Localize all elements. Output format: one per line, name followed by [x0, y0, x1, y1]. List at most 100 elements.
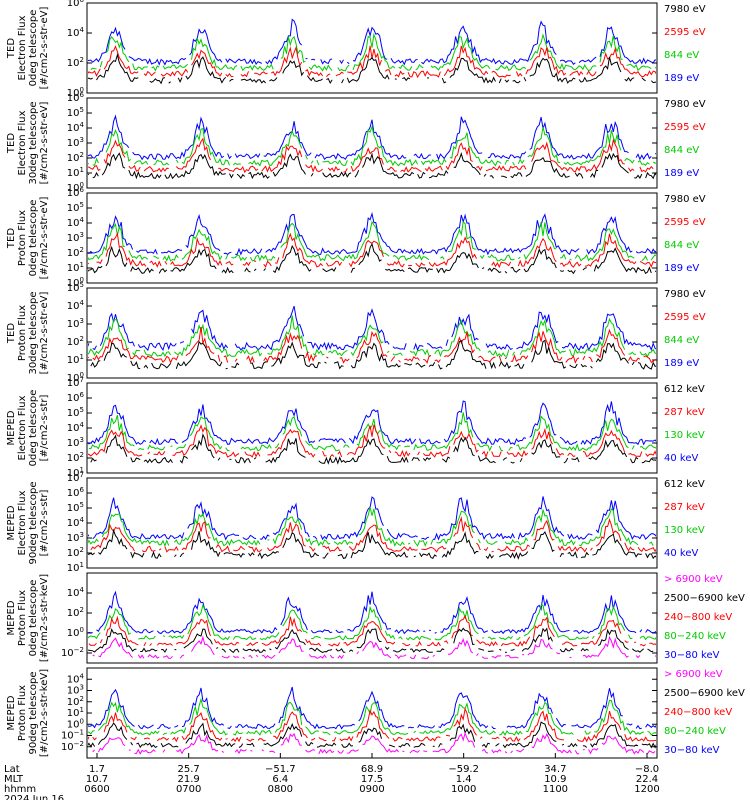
legend-entry: 80−240 keV [664, 726, 726, 737]
y-tick-label: 104 [67, 516, 85, 529]
y-axis-label: MEPEDProton Flux0deg telescope[#/cm2-s-s… [6, 574, 50, 662]
y-tick-label: 105 [67, 106, 84, 119]
y-tick-label: 102 [67, 335, 84, 348]
legend-entry: 40 keV [664, 548, 698, 559]
panel-2: 100 101 102 103 104 105 106 TEDElectron Flux30d… [6, 91, 706, 194]
series-trace [90, 433, 656, 465]
x-tick-label: 1200 [634, 784, 659, 795]
legend-entry: 240−800 keV [664, 707, 732, 718]
legend-entry: 2500−6900 keV [664, 688, 745, 699]
y-tick-label: 101 [67, 166, 84, 179]
y-tick-label: 104 [67, 26, 85, 39]
y-axis-label: MEPEDProton Flux90deg telescope[#/cm2-s-… [6, 669, 50, 757]
legend-entry: 2595 eV [664, 122, 706, 133]
data-traces [88, 686, 656, 755]
y-tick-label: 101 [67, 706, 84, 719]
y-tick-label: 102 [67, 151, 84, 164]
legend-entry: 612 keV [664, 479, 705, 490]
y-tick-label: 105 [67, 501, 84, 514]
panel-7: 10−2 100 102 104 MEPEDProton Flux0deg telesc… [6, 572, 745, 664]
y-tick-label: 10−2 [61, 646, 84, 659]
x-tick-label: 0600 [84, 784, 109, 795]
panel-1: 100 102 104 106 TEDElectron Flux0deg telesco… [6, 0, 706, 99]
panel-5: 101 102 103 104 105 106 107 MEPEDElectron Flux0… [6, 376, 705, 479]
y-axis-label: TEDElectron Flux30deg telescope[#/cm2-s-… [6, 101, 50, 184]
series-trace [88, 242, 656, 275]
x-tick-label: 0800 [268, 784, 293, 795]
y-tick-label: 103 [67, 136, 84, 149]
legend-entry: 287 keV [664, 407, 705, 418]
panel-frame [86, 287, 658, 379]
y-tick-label: 101 [67, 561, 84, 574]
legend-entry: 7980 eV [664, 99, 706, 110]
x-tick-label: 10.9 [544, 774, 566, 785]
series-trace [88, 114, 656, 161]
x-tick-label: 68.9 [361, 764, 383, 775]
x-tick-label: −8.0 [635, 764, 659, 775]
series-trace [88, 528, 656, 560]
y-tick-label: 106 [67, 0, 85, 9]
date-label: 2024 Jun 16 [4, 794, 64, 800]
y-tick-label: 100 [67, 276, 84, 289]
series-trace [90, 516, 656, 553]
legend-entry: 287 keV [664, 502, 705, 513]
y-axis-label: TEDElectron Flux0deg telescope[#/cm2-s-s… [6, 7, 50, 90]
y-tick-label: 100 [67, 181, 84, 194]
legend-entry: 189 eV [664, 358, 699, 369]
legend-entry: 2595 eV [664, 312, 706, 323]
y-tick-label: 10−1 [61, 729, 84, 742]
y-tick-label: 104 [67, 672, 85, 685]
legend-entry: 40 keV [664, 453, 698, 464]
legend-entry: 189 eV [664, 73, 699, 84]
x-tick-label: 1000 [451, 784, 476, 795]
series-trace [92, 731, 656, 755]
panel-frame [86, 382, 658, 474]
series-trace [88, 412, 656, 452]
series-trace [88, 496, 656, 541]
panel-frame [86, 97, 658, 189]
legend-entry: 7980 eV [664, 194, 706, 205]
legend-entry: 30−80 keV [664, 650, 720, 661]
x-tick-label: 21.9 [178, 774, 200, 785]
x-row-label: hhmm [4, 784, 36, 795]
series-trace [88, 220, 656, 262]
legend-entry: 189 eV [664, 168, 699, 179]
series-trace [88, 627, 654, 654]
y-tick-label: 106 [67, 486, 85, 499]
series-trace [88, 152, 656, 180]
y-tick-label: 103 [67, 436, 84, 449]
panel-frame [86, 2, 658, 94]
legend-entry: 844 eV [664, 50, 699, 61]
data-traces [88, 305, 656, 370]
data-traces [88, 590, 656, 660]
y-tick-label: 102 [67, 695, 84, 708]
y-tick-label: 103 [67, 531, 84, 544]
x-tick-label: −51.7 [265, 764, 296, 775]
y-tick-label: 107 [67, 471, 84, 484]
legend-entry: 7980 eV [664, 4, 706, 15]
y-tick-label: 106 [67, 186, 85, 199]
legend-entry: 2595 eV [664, 217, 706, 228]
legend-entry: 130 keV [664, 525, 705, 536]
legend-entry: > 6900 keV [664, 574, 723, 585]
legend-entry: 2500−6900 keV [664, 593, 745, 604]
x-tick-label: 25.7 [178, 764, 200, 775]
y-tick-label: 103 [67, 317, 84, 330]
legend-entry: 844 eV [664, 335, 699, 346]
legend-entry: 30−80 keV [664, 745, 720, 756]
legend-entry: 2595 eV [664, 27, 706, 38]
legend-entry: 844 eV [664, 145, 699, 156]
x-row-label: MLT [4, 774, 24, 785]
y-tick-label: 100 [67, 626, 84, 639]
y-tick-label: 101 [67, 261, 84, 274]
series-trace [88, 45, 656, 79]
x-tick-label: 22.4 [636, 774, 658, 785]
y-tick-label: 102 [67, 606, 84, 619]
y-tick-label: 10−2 [61, 740, 84, 753]
legend-entry: 130 keV [664, 430, 705, 441]
series-trace [92, 635, 656, 660]
y-tick-label: 104 [67, 421, 85, 434]
x-tick-label: 34.7 [544, 764, 566, 775]
data-traces [88, 114, 656, 180]
